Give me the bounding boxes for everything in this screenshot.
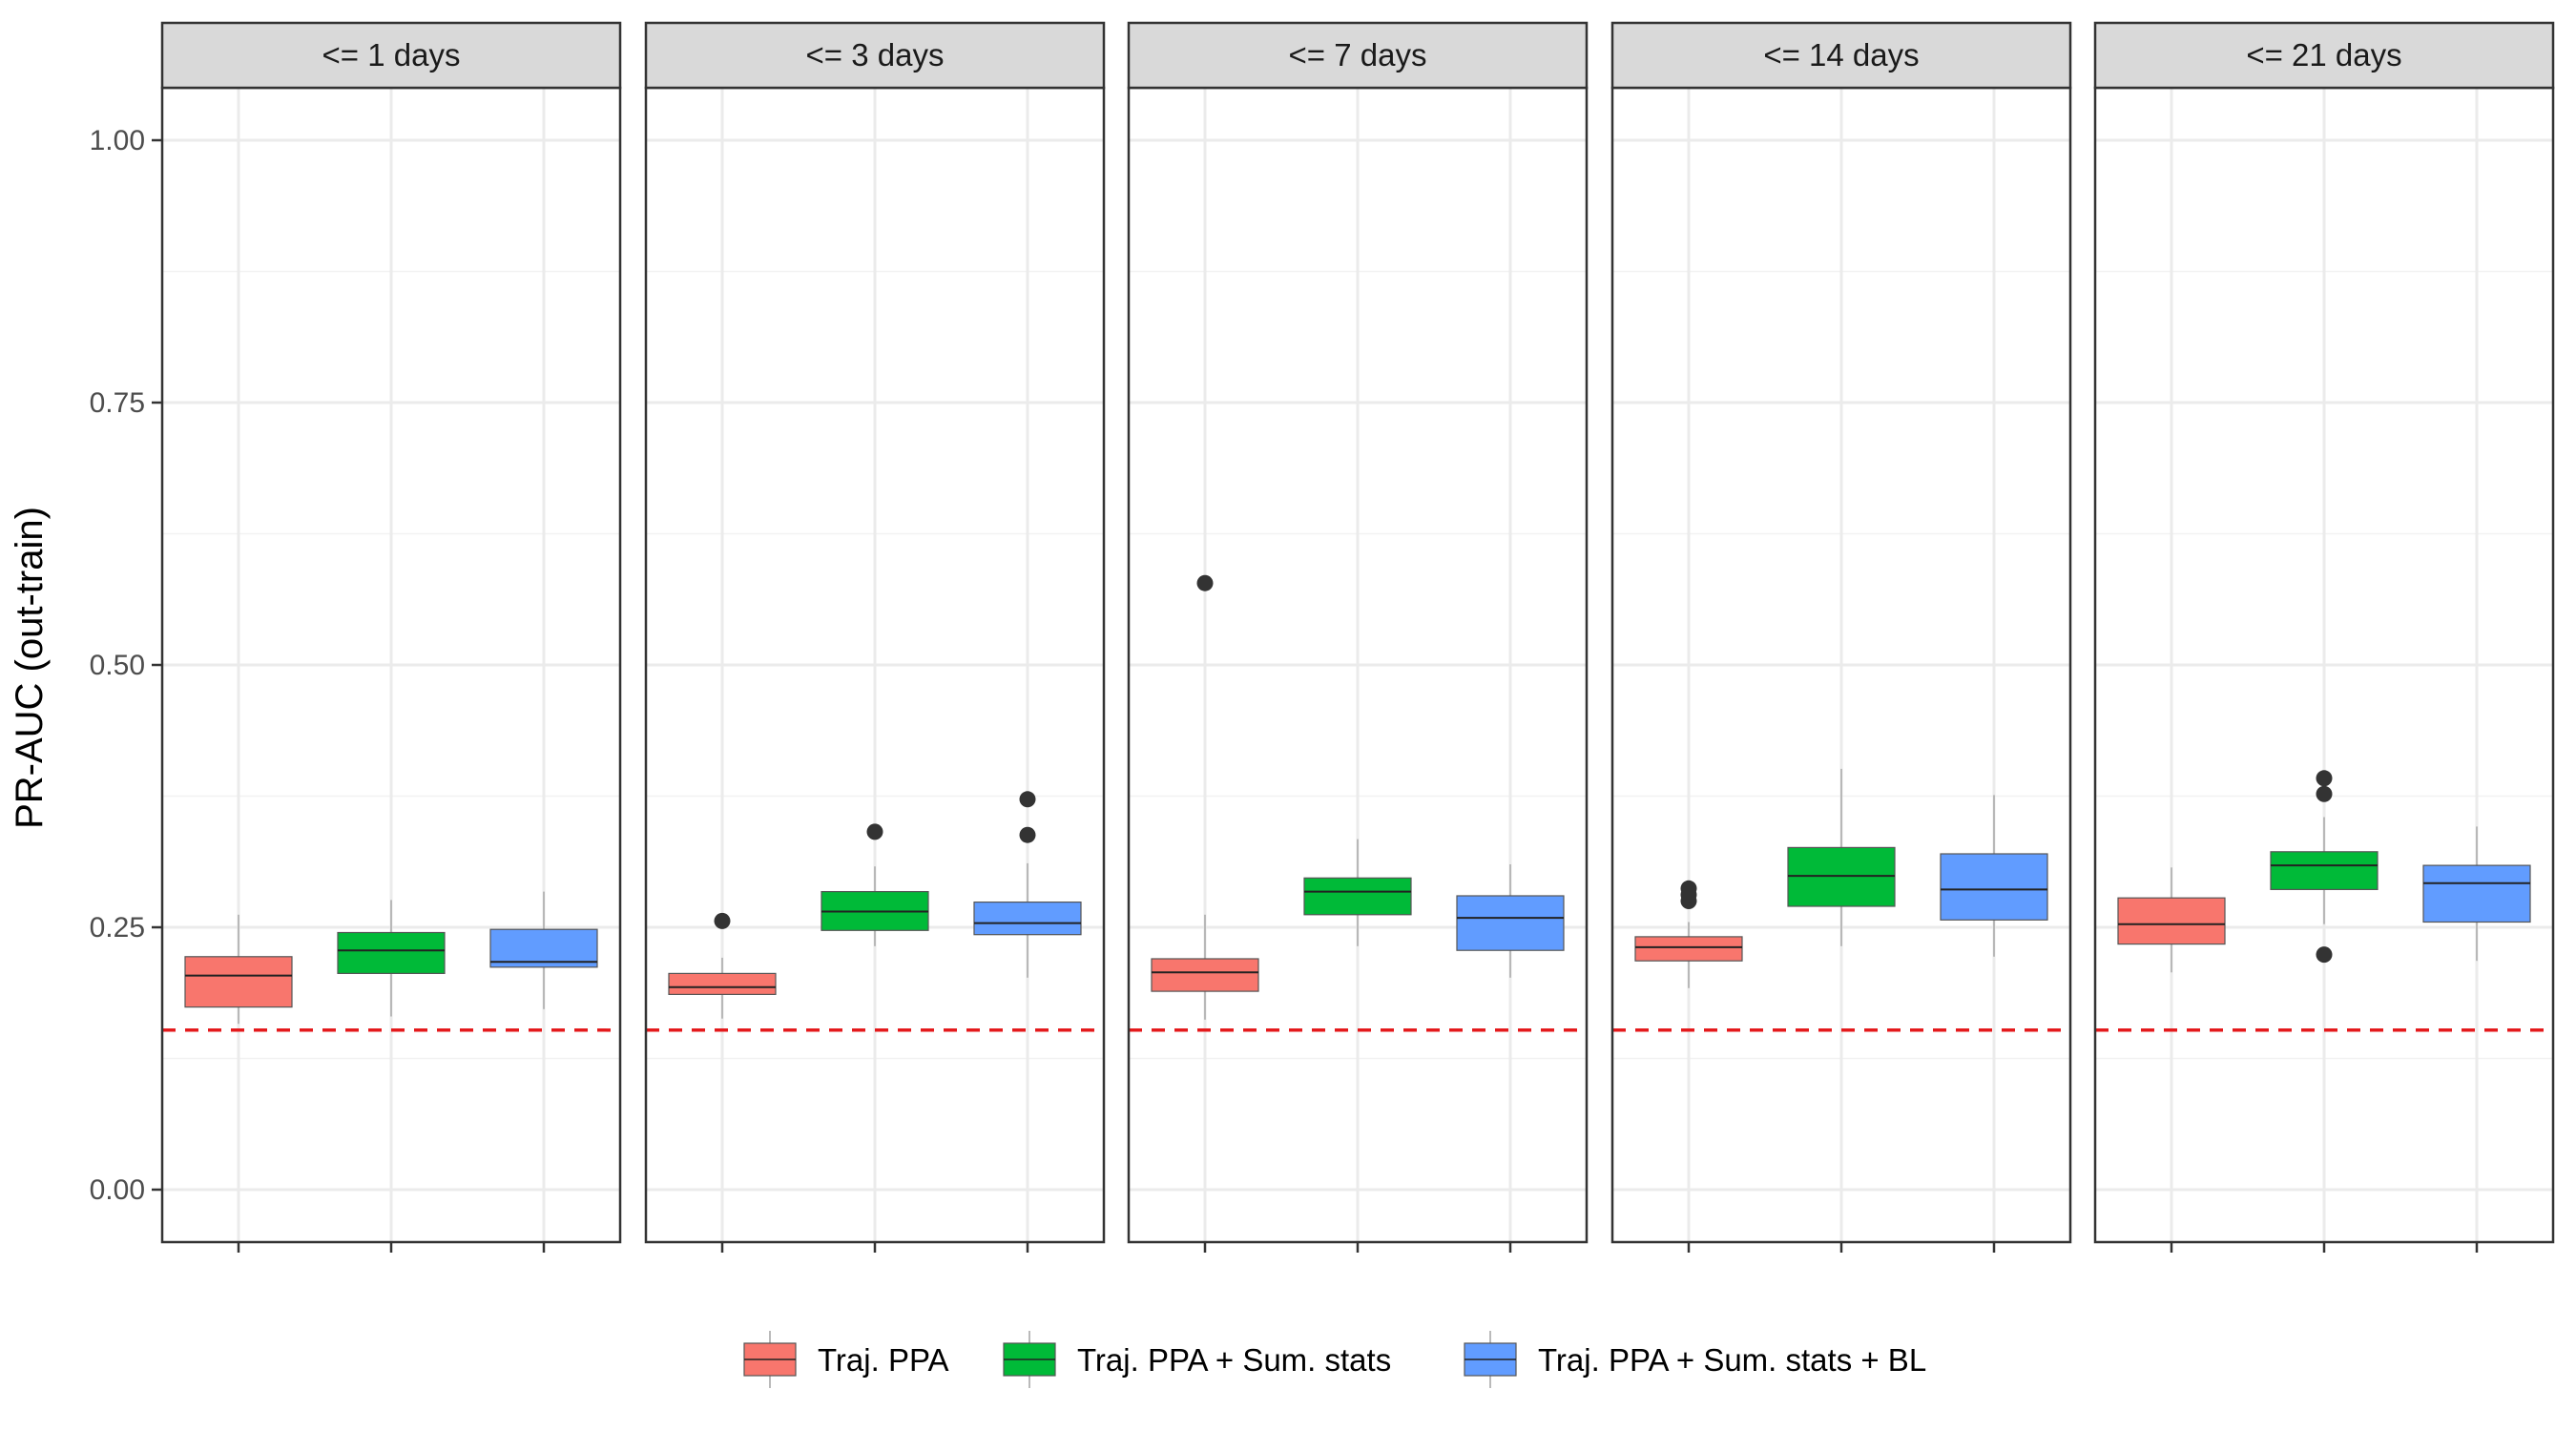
box-body [1940, 853, 2048, 921]
facet-strip-label: <= 14 days [1763, 37, 1919, 73]
box-5-3 [2422, 826, 2531, 962]
facet-panel-3: <= 7 days [1127, 21, 1589, 1253]
box-body [668, 972, 777, 996]
box-body [1634, 936, 1743, 962]
y-axis: 0.00 0.25 0.50 0.75 1.00 [90, 125, 162, 1206]
legend-label: Traj. PPA + Sum. stats + BL [1538, 1342, 1926, 1378]
box-body [489, 928, 598, 968]
y-axis-title: PR-AUC (out-train) [9, 507, 51, 829]
box-1-2 [337, 900, 446, 1017]
box-body [973, 901, 1082, 936]
outlier-point [1019, 826, 1036, 843]
facet-strip-label: <= 1 days [322, 37, 461, 73]
box-2-3 [973, 791, 1082, 978]
legend-item-1: Traj. PPA [743, 1331, 949, 1388]
facet-strip-label: <= 3 days [806, 37, 945, 73]
facet-panel-4: <= 14 days [1610, 21, 2072, 1253]
legend-item-3: Traj. PPA + Sum. stats + BL [1464, 1331, 1926, 1388]
facet-strip-label: <= 21 days [2246, 37, 2401, 73]
box-4-2 [1787, 768, 1896, 946]
y-tick-label: 0.50 [90, 650, 145, 681]
box-3-2 [1303, 839, 1412, 946]
outlier-point [2316, 770, 2333, 787]
facet-strip [160, 21, 622, 90]
y-tick-label: 1.00 [90, 125, 145, 156]
box-2-2 [821, 823, 929, 946]
legend-item-2: Traj. PPA + Sum. stats [1003, 1331, 1391, 1388]
facet-strip [1610, 21, 2072, 90]
box-body [1303, 877, 1412, 916]
box-3-1 [1151, 574, 1259, 1020]
facet-strip [644, 21, 1106, 90]
legend: Traj. PPA Traj. PPA + Sum. stats Traj. PPA… [743, 1331, 1926, 1388]
outlier-point [1019, 791, 1036, 808]
box-body [2270, 851, 2379, 890]
outlier-point [714, 912, 731, 929]
facet-strip [2093, 21, 2555, 90]
box-body [184, 956, 293, 1008]
outlier-point [2316, 946, 2333, 964]
box-body [2422, 864, 2531, 923]
facet-strip-label: <= 7 days [1289, 37, 1427, 73]
outlier-point [1680, 880, 1697, 897]
box-body [337, 931, 446, 975]
box-3-3 [1456, 864, 1565, 978]
box-4-3 [1940, 795, 2048, 957]
box-body [1151, 958, 1259, 992]
y-tick-label: 0.75 [90, 387, 145, 419]
box-5-2 [2270, 770, 2379, 964]
box-1-1 [184, 914, 293, 1025]
outlier-point [1196, 574, 1214, 591]
y-tick-label: 0.00 [90, 1174, 145, 1206]
outlier-point [2316, 785, 2333, 802]
box-body [2117, 897, 2226, 945]
facet-panel-1: <= 1 days [160, 21, 622, 1253]
outlier-point [866, 823, 883, 840]
facet-strip [1127, 21, 1589, 90]
box-1-3 [489, 891, 598, 1009]
box-2-1 [668, 912, 777, 1019]
y-tick-label: 0.25 [90, 912, 145, 944]
box-body [1787, 846, 1896, 907]
legend-label: Traj. PPA [818, 1342, 949, 1378]
facet-panel-2: <= 3 days [644, 21, 1106, 1253]
legend-label: Traj. PPA + Sum. stats [1077, 1342, 1391, 1378]
box-body [1456, 895, 1565, 951]
facet-panels: <= 1 days <= 3 days <= 7 days <= 14 days <= … [160, 21, 2555, 1253]
facet-panel-5: <= 21 days [2093, 21, 2555, 1253]
box-5-1 [2117, 867, 2226, 973]
box-4-1 [1634, 880, 1743, 988]
